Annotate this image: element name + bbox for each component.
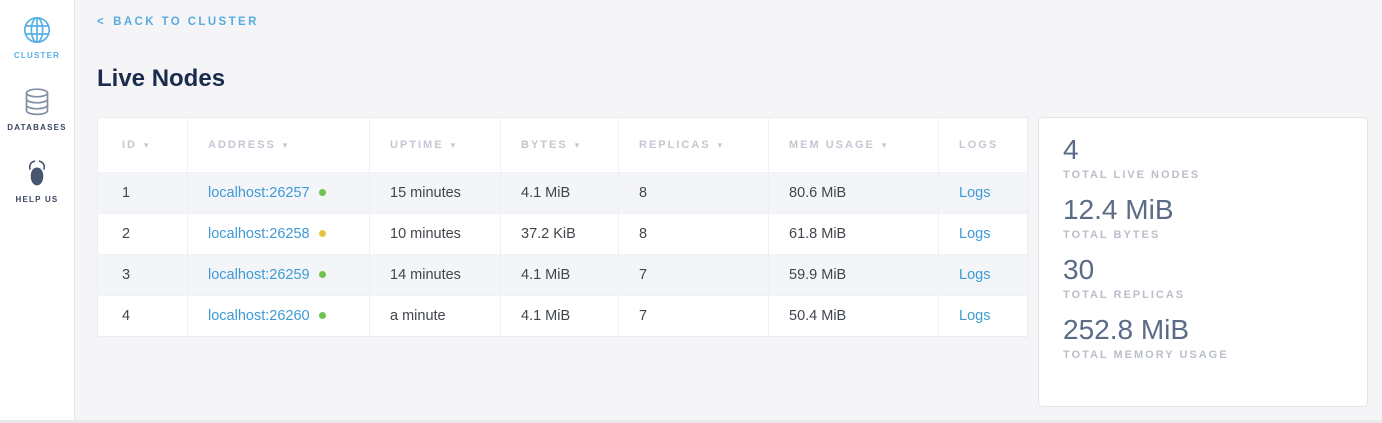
sort-arrow-icon: ▾ [450,140,458,150]
stat-total-live-nodes: 4 TOTAL LIVE NODES [1063,132,1343,181]
database-icon [23,86,51,118]
node-mem-usage-cell: 50.4 MiB [768,295,939,337]
globe-icon [22,14,52,46]
sidebar-nav: CLUSTER DATABASES HELP US [0,0,75,420]
cluster-summary-card: 4 TOTAL LIVE NODES 12.4 MiB TOTAL BYTES … [1038,117,1368,407]
logs-link[interactable]: Logs [959,226,991,242]
node-id-cell: 2 [97,213,188,255]
node-uptime-cell: 10 minutes [369,213,501,255]
logs-link[interactable]: Logs [959,267,991,283]
node-logs-cell: Logs [938,172,1028,214]
node-bytes-cell: 4.1 MiB [500,254,619,296]
sort-arrow-icon: ▾ [144,140,151,150]
column-header-logs: LOGS [938,117,1028,173]
column-header-replicas[interactable]: REPLICAS ▾ [618,117,769,173]
column-header-address[interactable]: ADDRESS ▾ [187,117,370,173]
node-uptime-cell: 15 minutes [369,172,501,214]
node-bytes-cell: 37.2 KiB [500,213,619,255]
node-address-link[interactable]: localhost:26258 [208,226,310,242]
table-row: 3 localhost:26259 14 minutes 4.1 MiB 7 5… [97,254,1028,296]
page-title: Live Nodes [97,65,226,92]
logs-link[interactable]: Logs [959,185,991,201]
stat-label: TOTAL REPLICAS [1063,289,1186,301]
sort-arrow-icon: ▾ [881,140,889,150]
node-status-dot [318,189,326,196]
sort-arrow-icon: ▾ [717,140,725,150]
sidebar-item-label: HELP US [15,195,59,204]
node-address-link[interactable]: localhost:26260 [208,308,310,324]
sort-arrow-icon: ▾ [574,140,582,150]
main-content: < BACK TO CLUSTER Live Nodes ID ▾ ADDRESS ▾… [75,0,1382,407]
live-nodes-table: ID ▾ ADDRESS ▾ UPTIME ▾ BYTES ▾ REPLICAS ▾ ME… [97,117,1028,337]
back-link-label: BACK TO CLUSTER [113,16,259,28]
sidebar-item-label: DATABASES [7,123,67,132]
sidebar-item-cluster[interactable]: CLUSTER [0,14,74,60]
column-header-uptime[interactable]: UPTIME ▾ [369,117,501,173]
node-logs-cell: Logs [938,295,1028,337]
node-replicas-cell: 7 [618,295,769,337]
column-header-id[interactable]: ID ▾ [97,117,188,173]
node-status-dot [318,230,326,237]
stat-total-bytes: 12.4 MiB TOTAL BYTES [1063,192,1343,241]
node-uptime-cell: 14 minutes [369,254,501,296]
sidebar-item-help-us[interactable]: HELP US [0,158,74,204]
stat-label: TOTAL LIVE NODES [1063,169,1201,181]
logs-link[interactable]: Logs [959,308,991,324]
node-id-cell: 4 [97,295,188,337]
node-bytes-cell: 4.1 MiB [500,172,619,214]
node-address-cell: localhost:26257 [187,172,370,214]
node-replicas-cell: 7 [618,254,769,296]
stat-label: TOTAL BYTES [1063,229,1161,241]
node-mem-usage-cell: 80.6 MiB [768,172,939,214]
node-bytes-cell: 4.1 MiB [500,295,619,337]
window-bottom-edge [0,420,1382,423]
sidebar-item-databases[interactable]: DATABASES [0,86,74,132]
back-to-cluster-link[interactable]: < BACK TO CLUSTER [97,16,259,28]
stat-total-replicas: 30 TOTAL REPLICAS [1063,252,1343,301]
node-uptime-cell: a minute [369,295,501,337]
column-header-bytes[interactable]: BYTES ▾ [500,117,619,173]
stat-total-memory-usage: 252.8 MiB TOTAL MEMORY USAGE [1063,312,1343,361]
node-address-cell: localhost:26260 [187,295,370,337]
sort-arrow-icon: ▾ [282,140,290,150]
node-status-dot [318,271,326,278]
stat-label: TOTAL MEMORY USAGE [1063,349,1229,361]
node-address-link[interactable]: localhost:26257 [208,185,310,201]
stat-value: 4 [1063,134,1079,165]
stat-value: 30 [1063,254,1095,285]
stat-value: 252.8 MiB [1063,314,1190,345]
node-logs-cell: Logs [938,213,1028,255]
node-replicas-cell: 8 [618,213,769,255]
table-row: 4 localhost:26260 a minute 4.1 MiB 7 50.… [97,295,1028,337]
node-address-cell: localhost:26258 [187,213,370,255]
node-status-dot [318,312,326,319]
back-chevron-icon: < [97,16,107,28]
node-id-cell: 1 [97,172,188,214]
node-address-link[interactable]: localhost:26259 [208,267,310,283]
table-row: 1 localhost:26257 15 minutes 4.1 MiB 8 8… [97,172,1028,214]
sidebar-item-label: CLUSTER [13,51,61,60]
stat-value: 12.4 MiB [1063,194,1174,225]
node-logs-cell: Logs [938,254,1028,296]
table-header-row: ID ▾ ADDRESS ▾ UPTIME ▾ BYTES ▾ REPLICAS ▾ ME… [97,117,1028,173]
node-mem-usage-cell: 59.9 MiB [768,254,939,296]
table-row: 2 localhost:26258 10 minutes 37.2 KiB 8 … [97,213,1028,255]
cockroach-icon [22,158,52,190]
node-id-cell: 3 [97,254,188,296]
column-header-mem-usage[interactable]: MEM USAGE ▾ [768,117,939,173]
node-replicas-cell: 8 [618,172,769,214]
node-mem-usage-cell: 61.8 MiB [768,213,939,255]
node-address-cell: localhost:26259 [187,254,370,296]
